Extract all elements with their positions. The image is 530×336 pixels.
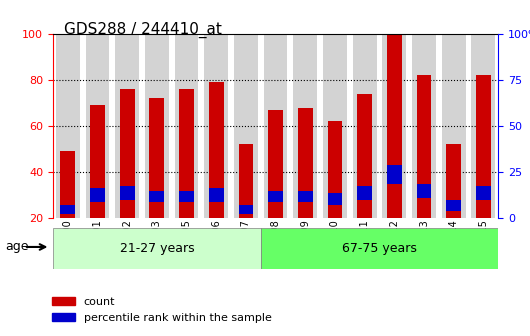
Bar: [238, 144, 253, 218]
Bar: [145, 34, 169, 218]
Bar: [387, 165, 402, 184]
Text: GSM5309: GSM5309: [301, 219, 310, 266]
Text: GDS288 / 244410_at: GDS288 / 244410_at: [64, 22, 222, 38]
Bar: [298, 108, 313, 218]
Bar: [476, 75, 491, 218]
Text: GSM5307: GSM5307: [241, 219, 251, 266]
Text: GSM5303: GSM5303: [152, 219, 162, 266]
Bar: [60, 205, 75, 214]
Bar: [323, 34, 347, 218]
Bar: [328, 121, 342, 218]
Bar: [357, 186, 372, 200]
Legend: count, percentile rank within the sample: count, percentile rank within the sample: [48, 293, 276, 327]
Bar: [294, 34, 317, 218]
Bar: [446, 200, 461, 211]
Bar: [56, 34, 80, 218]
Bar: [328, 193, 342, 205]
Bar: [205, 34, 228, 218]
Bar: [90, 105, 105, 218]
Bar: [298, 191, 313, 202]
Bar: [268, 191, 283, 202]
Bar: [472, 34, 495, 218]
Bar: [383, 34, 406, 218]
Bar: [234, 34, 258, 218]
Text: 67-75 years: 67-75 years: [342, 242, 417, 255]
Bar: [120, 186, 135, 200]
Bar: [264, 34, 287, 218]
Bar: [238, 205, 253, 214]
Text: GSM5311: GSM5311: [360, 219, 369, 266]
Bar: [149, 98, 164, 218]
FancyBboxPatch shape: [261, 228, 498, 269]
Bar: [357, 94, 372, 218]
Bar: [90, 188, 105, 202]
Bar: [442, 34, 465, 218]
Bar: [209, 188, 224, 202]
Bar: [179, 89, 194, 218]
Text: GSM5315: GSM5315: [479, 219, 488, 266]
Bar: [209, 82, 224, 218]
Text: GSM5314: GSM5314: [449, 219, 458, 266]
Text: GSM5312: GSM5312: [390, 219, 399, 266]
Bar: [417, 75, 431, 218]
Bar: [179, 191, 194, 202]
Bar: [60, 152, 75, 218]
Bar: [387, 31, 402, 218]
Bar: [412, 34, 436, 218]
Bar: [86, 34, 109, 218]
Bar: [353, 34, 376, 218]
Bar: [120, 89, 135, 218]
Bar: [116, 34, 139, 218]
Text: GSM5302: GSM5302: [122, 219, 132, 266]
Bar: [417, 184, 431, 198]
Text: GSM5301: GSM5301: [93, 219, 102, 266]
Bar: [175, 34, 198, 218]
Bar: [476, 186, 491, 200]
Bar: [446, 144, 461, 218]
Text: GSM5308: GSM5308: [271, 219, 280, 266]
Text: GSM5305: GSM5305: [182, 219, 191, 266]
Bar: [268, 110, 283, 218]
FancyBboxPatch shape: [53, 228, 261, 269]
Text: GSM5306: GSM5306: [211, 219, 221, 266]
Text: age: age: [5, 241, 29, 253]
Text: 21-27 years: 21-27 years: [120, 242, 194, 255]
Text: GSM5313: GSM5313: [419, 219, 429, 266]
Bar: [149, 191, 164, 202]
Text: GSM5300: GSM5300: [63, 219, 73, 266]
Text: GSM5310: GSM5310: [330, 219, 340, 266]
